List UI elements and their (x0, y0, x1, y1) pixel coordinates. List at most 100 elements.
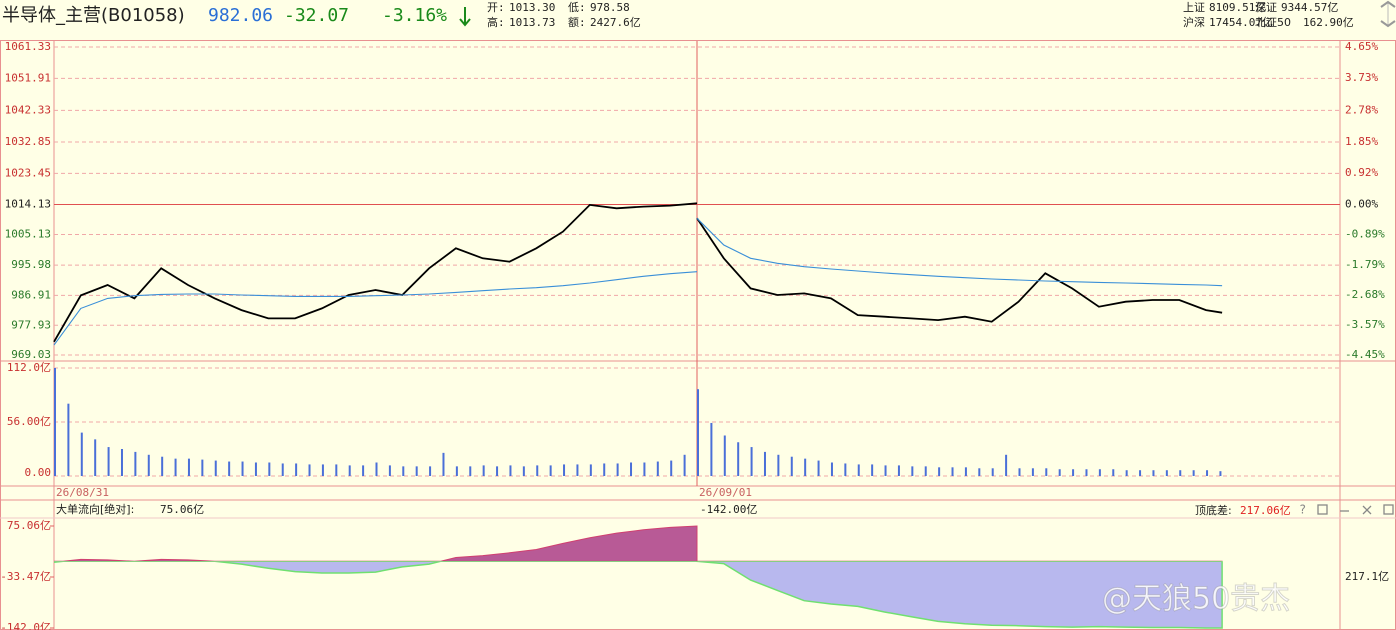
volume-bar (951, 467, 954, 476)
stat-label: 低: (568, 1, 586, 14)
market-label: 深证 (1255, 1, 1277, 14)
volume-bar (830, 462, 833, 476)
y-tick-label: 1051.91 (5, 71, 51, 84)
volume-bar (134, 451, 137, 476)
stat-value: 978.58 (590, 1, 630, 14)
restore-icon[interactable] (1383, 504, 1394, 515)
volume-bar (884, 465, 887, 476)
stat-value: 1013.30 (509, 1, 555, 14)
y-tick-label: 1042.33 (5, 103, 51, 116)
volume-bar (268, 462, 271, 476)
volume-bar (375, 462, 378, 476)
volume-bar (777, 454, 780, 476)
volume-bar (643, 462, 646, 476)
volume-bar (107, 447, 110, 476)
volume-bar (1192, 470, 1195, 476)
y-tick-label: 1014.13 (5, 198, 51, 211)
y-tick-label: -33.47亿 (0, 570, 51, 583)
volume-bar (54, 368, 56, 476)
y-tick-label: 977.93 (11, 318, 51, 331)
stat-label: 额: (568, 16, 586, 29)
volume-bar (790, 456, 793, 476)
volume-bar (1005, 454, 1008, 476)
y2-tick-label: -3.57% (1345, 318, 1385, 331)
volume-bar (1112, 469, 1115, 476)
volume-bar (388, 465, 391, 476)
volume-bar (214, 460, 217, 476)
volume-bar (670, 460, 673, 476)
flow-range-label: 顶底差: (1195, 503, 1232, 517)
y-tick-label: 112.0亿 (7, 361, 51, 374)
y-tick-label: 1032.85 (5, 135, 51, 148)
volume-bar (1018, 468, 1021, 476)
volume-bar (281, 463, 284, 476)
price: 982.06 (208, 5, 273, 26)
market-label: 沪深 (1183, 15, 1205, 29)
y-tick-label: 969.03 (11, 348, 51, 361)
help-icon[interactable]: ? (1299, 503, 1306, 517)
stat-value: 2427.6亿 (590, 16, 641, 29)
flow-title-value: 75.06亿 (160, 503, 204, 516)
volume-bar (871, 464, 874, 476)
y-tick-label: 1005.13 (5, 228, 51, 241)
volume-bar (1058, 469, 1061, 476)
volume-bar (938, 467, 941, 476)
volume-bar (589, 464, 592, 476)
volume-bar (549, 465, 552, 476)
x-tick-label: 26/08/31 (56, 486, 109, 499)
y2-tick-label: 3.73% (1345, 71, 1378, 84)
volume-bar (120, 449, 123, 476)
volume-bar (1219, 471, 1222, 476)
down-arrow (459, 7, 471, 27)
volume-bar (174, 458, 177, 476)
stat-label: 高: (487, 15, 505, 29)
y-tick-label: 986.91 (11, 288, 51, 301)
volume-bar (911, 466, 914, 476)
window-icon[interactable] (1317, 504, 1328, 515)
volume-bar (308, 464, 311, 476)
flow-area-negative (54, 561, 698, 574)
volume-bar (737, 442, 740, 476)
volume-bar (750, 447, 753, 476)
volume-bar (616, 463, 619, 476)
average-line (53, 217, 1223, 346)
title: 半导体_主营(B01058) (2, 5, 185, 26)
volume-bar (1085, 469, 1088, 476)
market-label: 北证50 (1255, 16, 1291, 29)
volume-bar (1139, 470, 1142, 476)
market-value: 17454.07亿 (1209, 16, 1273, 29)
flow-marker: -142.00亿 (700, 503, 757, 516)
volume-bar (710, 422, 713, 476)
market-value: 9344.57亿 (1281, 1, 1338, 14)
volume-bar (147, 454, 150, 476)
volume-bar (254, 462, 257, 476)
volume-bar (723, 435, 726, 476)
y-tick-label: 56.00亿 (7, 415, 51, 428)
y2-tick-label: 4.65% (1345, 40, 1378, 53)
close-icon[interactable] (1362, 505, 1372, 515)
volume-bar (656, 461, 659, 476)
flow-area-positive (54, 525, 698, 562)
volume-bar (1179, 470, 1182, 476)
y2-tick-label: -0.89% (1345, 228, 1385, 241)
y2-tick-label: 1.85% (1345, 135, 1378, 148)
volume-bar (455, 466, 458, 476)
volume-bar (924, 466, 927, 476)
volume-bar (362, 465, 365, 476)
volume-bar (1125, 470, 1128, 476)
watermark: @天狼50贵杰 (1102, 582, 1290, 617)
volume-bar (429, 466, 432, 476)
volume-bar (228, 461, 231, 476)
y2-tick-label: -4.45% (1345, 348, 1385, 361)
volume-bar (897, 465, 900, 476)
volume-bar (67, 403, 70, 476)
volume-bar (817, 460, 820, 476)
scroll-arrows[interactable] (1380, 0, 1396, 28)
volume-bar (402, 466, 405, 476)
volume-bar (80, 432, 83, 476)
panel-toolbar: ? (1299, 503, 1394, 517)
market-value: 162.90亿 (1303, 16, 1354, 29)
volume-bar (321, 464, 324, 476)
